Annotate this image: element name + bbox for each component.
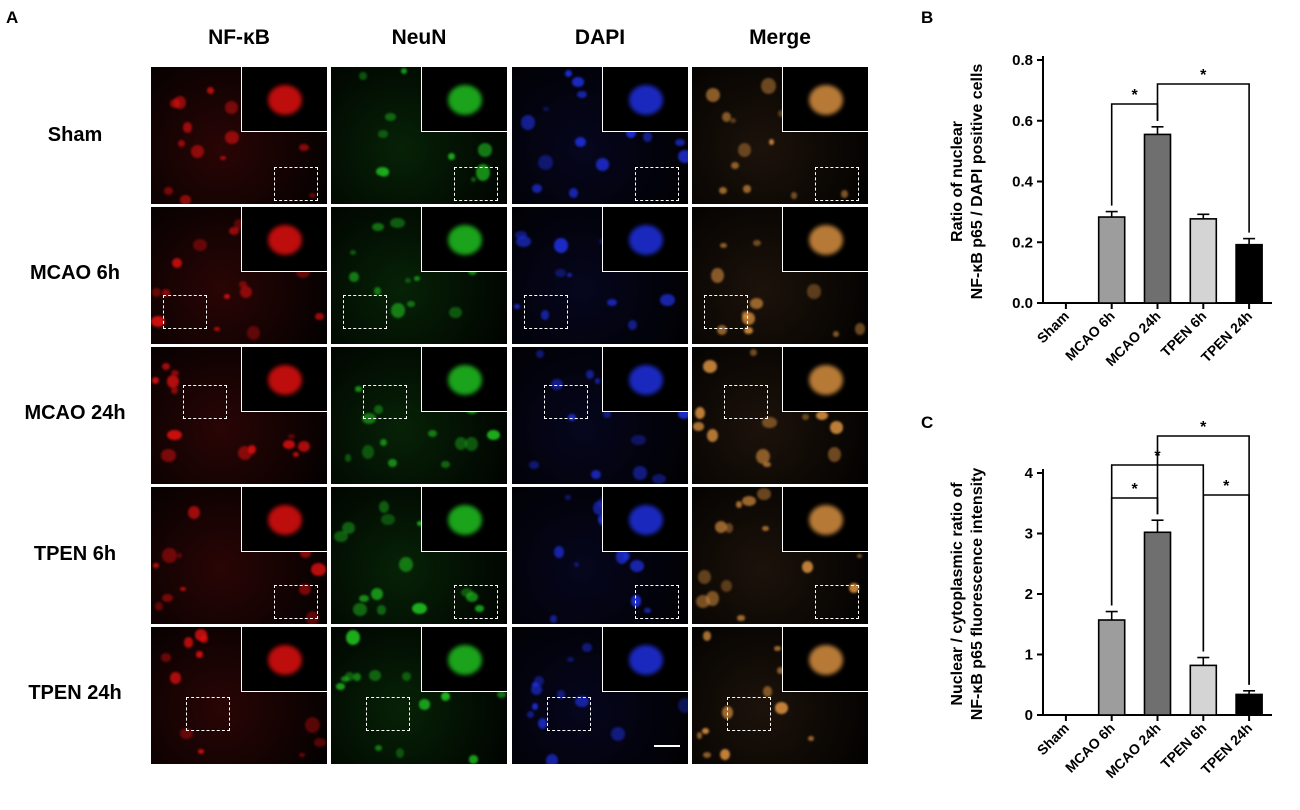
row-heading-tpen-6h: TPEN 6h [33, 543, 117, 565]
y-tick-label: 0.8 [1012, 52, 1033, 69]
panel-letter-b: B [921, 8, 934, 27]
micrograph-tile [512, 627, 688, 764]
micrograph-tile [692, 207, 868, 344]
bar [1143, 133, 1172, 304]
micrograph-tile [151, 207, 327, 344]
bar [1143, 531, 1172, 716]
y-tick-label: 3 [1025, 526, 1033, 543]
micrograph-tile [331, 347, 507, 484]
significance-bracket [1156, 435, 1250, 685]
y-tick-label: 0.0 [1012, 295, 1033, 312]
panel-letter-c: C [921, 413, 934, 432]
y-tick-label: 0 [1025, 707, 1033, 724]
chart-b: 0.0 0.2 0.4 0.6 0.8 Ratio of nuclear NF-κB p65… [949, 52, 1272, 369]
micrograph-tile [512, 67, 688, 204]
significance-marker: * [1131, 481, 1138, 498]
column-heading-dapi: DAPI [574, 26, 626, 49]
micrograph-tile [331, 207, 507, 344]
significance-marker: * [1200, 67, 1207, 84]
significance-bracket [1202, 494, 1250, 685]
micrograph-tile [151, 67, 327, 204]
row-heading-tpen-24h: TPEN 24h [28, 682, 122, 704]
y-axis-label: Nuclear / cytoplasmic ratio of [949, 482, 966, 706]
y-tick-label: 4 [1025, 465, 1034, 482]
row-heading-mcao-24h: MCAO 24h [24, 402, 126, 424]
micrograph-tile [151, 487, 327, 624]
column-heading-merge: Merge [749, 26, 811, 49]
x-tick-label: Sham [1034, 308, 1072, 346]
y-tick-label: 1 [1025, 647, 1033, 664]
scale-bar [654, 745, 680, 747]
y-tick-label: 2 [1025, 586, 1033, 603]
micrograph-tile [692, 67, 868, 204]
bar [1189, 218, 1218, 304]
micrograph-tile [331, 627, 507, 764]
micrograph-tile [512, 487, 688, 624]
micrograph-tile [151, 347, 327, 484]
x-tick-label: Sham [1034, 720, 1072, 758]
micrograph-tile [512, 207, 688, 344]
y-axis-label: Ratio of nuclear [949, 121, 966, 242]
significance-marker: * [1200, 419, 1207, 436]
row-heading-mcao-6h: MCAO 6h [30, 262, 120, 284]
significance-bracket [1156, 83, 1250, 233]
y-tick-label: 0.2 [1012, 234, 1033, 251]
column-heading-neun: NeuN [391, 26, 447, 49]
micrograph-tile [331, 67, 507, 204]
significance-marker: * [1223, 478, 1230, 495]
y-tick-label: 0.4 [1012, 174, 1034, 191]
bar [1097, 619, 1126, 716]
micrograph-tile [692, 627, 868, 764]
bar [1189, 664, 1218, 716]
y-tick-label: 0.6 [1012, 113, 1033, 130]
bar [1235, 243, 1263, 304]
chart-c: 0 1 2 3 4 Nuclear / cytoplasmic ratio of NF-κB… [949, 419, 1272, 781]
row-heading-sham: Sham [47, 124, 103, 146]
y-axis-label: NF-κB p65 / DAPI positive cells [969, 64, 986, 300]
micrograph-tile [692, 347, 868, 484]
panel-letter-a: A [6, 8, 19, 27]
bar [1097, 216, 1126, 304]
bar [1235, 693, 1263, 716]
micrograph-tile [692, 487, 868, 624]
y-axis-label: NF-κB p65 fluorescence intensity [969, 468, 986, 721]
column-heading-nfkb: NF-κB [208, 26, 270, 49]
micrograph-tile [512, 347, 688, 484]
micrograph-tile [331, 487, 507, 624]
micrograph-tile [151, 627, 327, 764]
significance-marker: * [1131, 87, 1138, 104]
